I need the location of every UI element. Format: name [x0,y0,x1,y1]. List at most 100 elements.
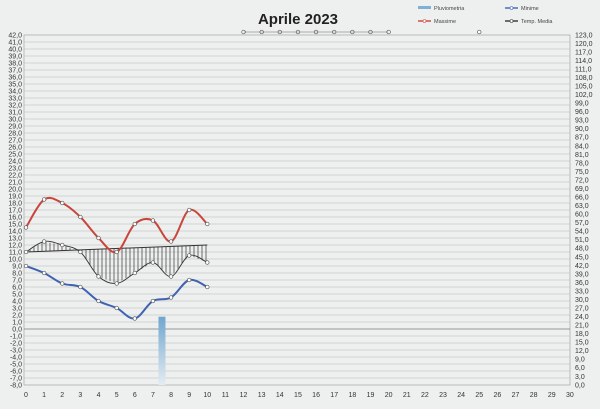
x-tick-label: 23 [439,392,447,399]
y-left-tick-label: 18,0 [8,200,22,207]
y-right-tick-label: 21,0 [575,323,589,330]
massime-point [78,214,83,220]
temp_media-point [41,239,47,244]
y-left-tick-label: -4,0 [10,354,22,361]
y-left-tick-label: -1,0 [10,333,22,340]
grid [23,34,571,386]
temp_media-point [150,260,156,265]
y-left-tick-label: -6,0 [10,368,22,375]
temp_media-point [78,249,83,255]
y-left-tick-label: 9,0 [12,263,22,270]
y-left-tick-label: 17,0 [8,207,22,214]
y-right-tick-label: 12,0 [575,348,589,355]
y-right-tick-label: 3,0 [575,374,585,381]
y-left-tick-label: 12,0 [8,242,22,249]
massime-point [168,239,174,244]
massime-point [187,207,192,213]
y-left-tick-label: 30,0 [8,116,22,123]
y-left-tick-label: 21,0 [8,179,22,186]
y-right-tick-label: 78,0 [575,160,589,167]
y-left-tick-label: -2,0 [10,340,22,347]
legend: Pluviometria Minime Massime Temp. Media [418,6,553,25]
minime-point [78,284,83,290]
x-tick-label: 8 [169,392,173,399]
temp_media-point [96,274,101,279]
temp_media-point [205,260,210,265]
massime-point [114,249,119,255]
y-left-tick-label: 41,0 [8,39,22,46]
massime-point [132,221,137,227]
hatch-fill [26,241,208,284]
legend-label: Minime [521,6,539,12]
y-left-tick-label: 25,0 [8,151,22,158]
legend-marker [509,6,514,10]
y-left-tick-label: 3,0 [12,305,22,312]
y-left-tick-label: 24,0 [8,158,22,165]
y-right-tick-label: 45,0 [575,254,589,261]
y-left-tick-label: 31,0 [8,109,22,116]
y-left-tick-label: 0,0 [12,326,22,333]
y-left-tick-label: 6,0 [12,284,22,291]
x-tick-label: 1 [42,392,46,399]
y-right-tick-label: 66,0 [575,194,589,201]
y-right-tick-label: 96,0 [575,109,589,116]
massime-point [205,221,210,227]
y-left-tick-label: 38,0 [8,60,22,67]
y-right-tick-label: 0,0 [575,382,585,389]
y-right-tick-label: 87,0 [575,135,589,142]
x-tick-label: 15 [294,392,302,399]
x-tick-label: 26 [493,392,501,399]
y-right-tick-label: 93,0 [575,118,589,125]
legend-marker [509,19,514,23]
x-tick-label: 3 [78,392,82,399]
x-tick-label: 22 [421,392,429,399]
x-tick-label: 11 [222,392,229,399]
y-right-tick-label: 36,0 [575,280,589,287]
y-right-tick-label: 24,0 [575,314,589,321]
massime-point [41,197,47,202]
x-tick-label: 5 [115,392,119,399]
x-tick-label: 29 [548,392,556,399]
x-tick-label: 6 [133,392,137,399]
massime-point [96,235,101,241]
rain-bars [158,316,166,385]
x-tick-label: 19 [367,392,375,399]
y-right-tick-label: 18,0 [575,331,589,338]
y-left-tick-label: 15,0 [8,221,22,228]
x-tick-label: 20 [385,392,393,399]
y-left-tick-label: 42,0 [8,32,22,39]
y-right-tick-label: 39,0 [575,271,589,278]
y-right-tick-label: 90,0 [575,126,589,133]
minime-point [96,298,101,304]
massime-point [60,200,65,206]
y-left-tick-label: 26,0 [8,144,22,151]
y-left-tick-label: 4,0 [12,298,22,305]
axis-ticks: 42,041,040,039,038,037,036,035,034,033,0… [8,32,592,399]
y-right-tick-label: 6,0 [575,365,585,372]
temp_media-point [23,249,29,255]
y-left-tick-label: 29,0 [8,123,22,130]
x-tick-label: 12 [240,392,248,399]
placeholder-point [477,29,482,35]
y-right-tick-label: 54,0 [575,229,589,236]
minime-point [132,316,137,321]
y-right-tick-label: 51,0 [575,237,589,244]
y-right-tick-label: 114,0 [575,58,592,65]
y-left-tick-label: 37,0 [8,67,22,74]
y-left-tick-label: 32,0 [8,102,22,109]
x-tick-label: 18 [348,392,356,399]
y-left-tick-label: 20,0 [8,186,22,193]
x-tick-label: 4 [97,392,101,399]
y-left-tick-label: 40,0 [8,46,22,53]
y-right-tick-label: 108,0 [575,75,593,82]
x-tick-label: 13 [258,392,266,399]
massime-point [150,218,156,223]
y-left-tick-label: 16,0 [8,214,22,221]
y-right-tick-label: 9,0 [575,357,585,364]
temp_media-point [187,253,192,258]
reference-line [25,244,208,253]
legend-label: Temp. Media [521,19,553,25]
y-left-tick-label: 13,0 [8,235,22,242]
